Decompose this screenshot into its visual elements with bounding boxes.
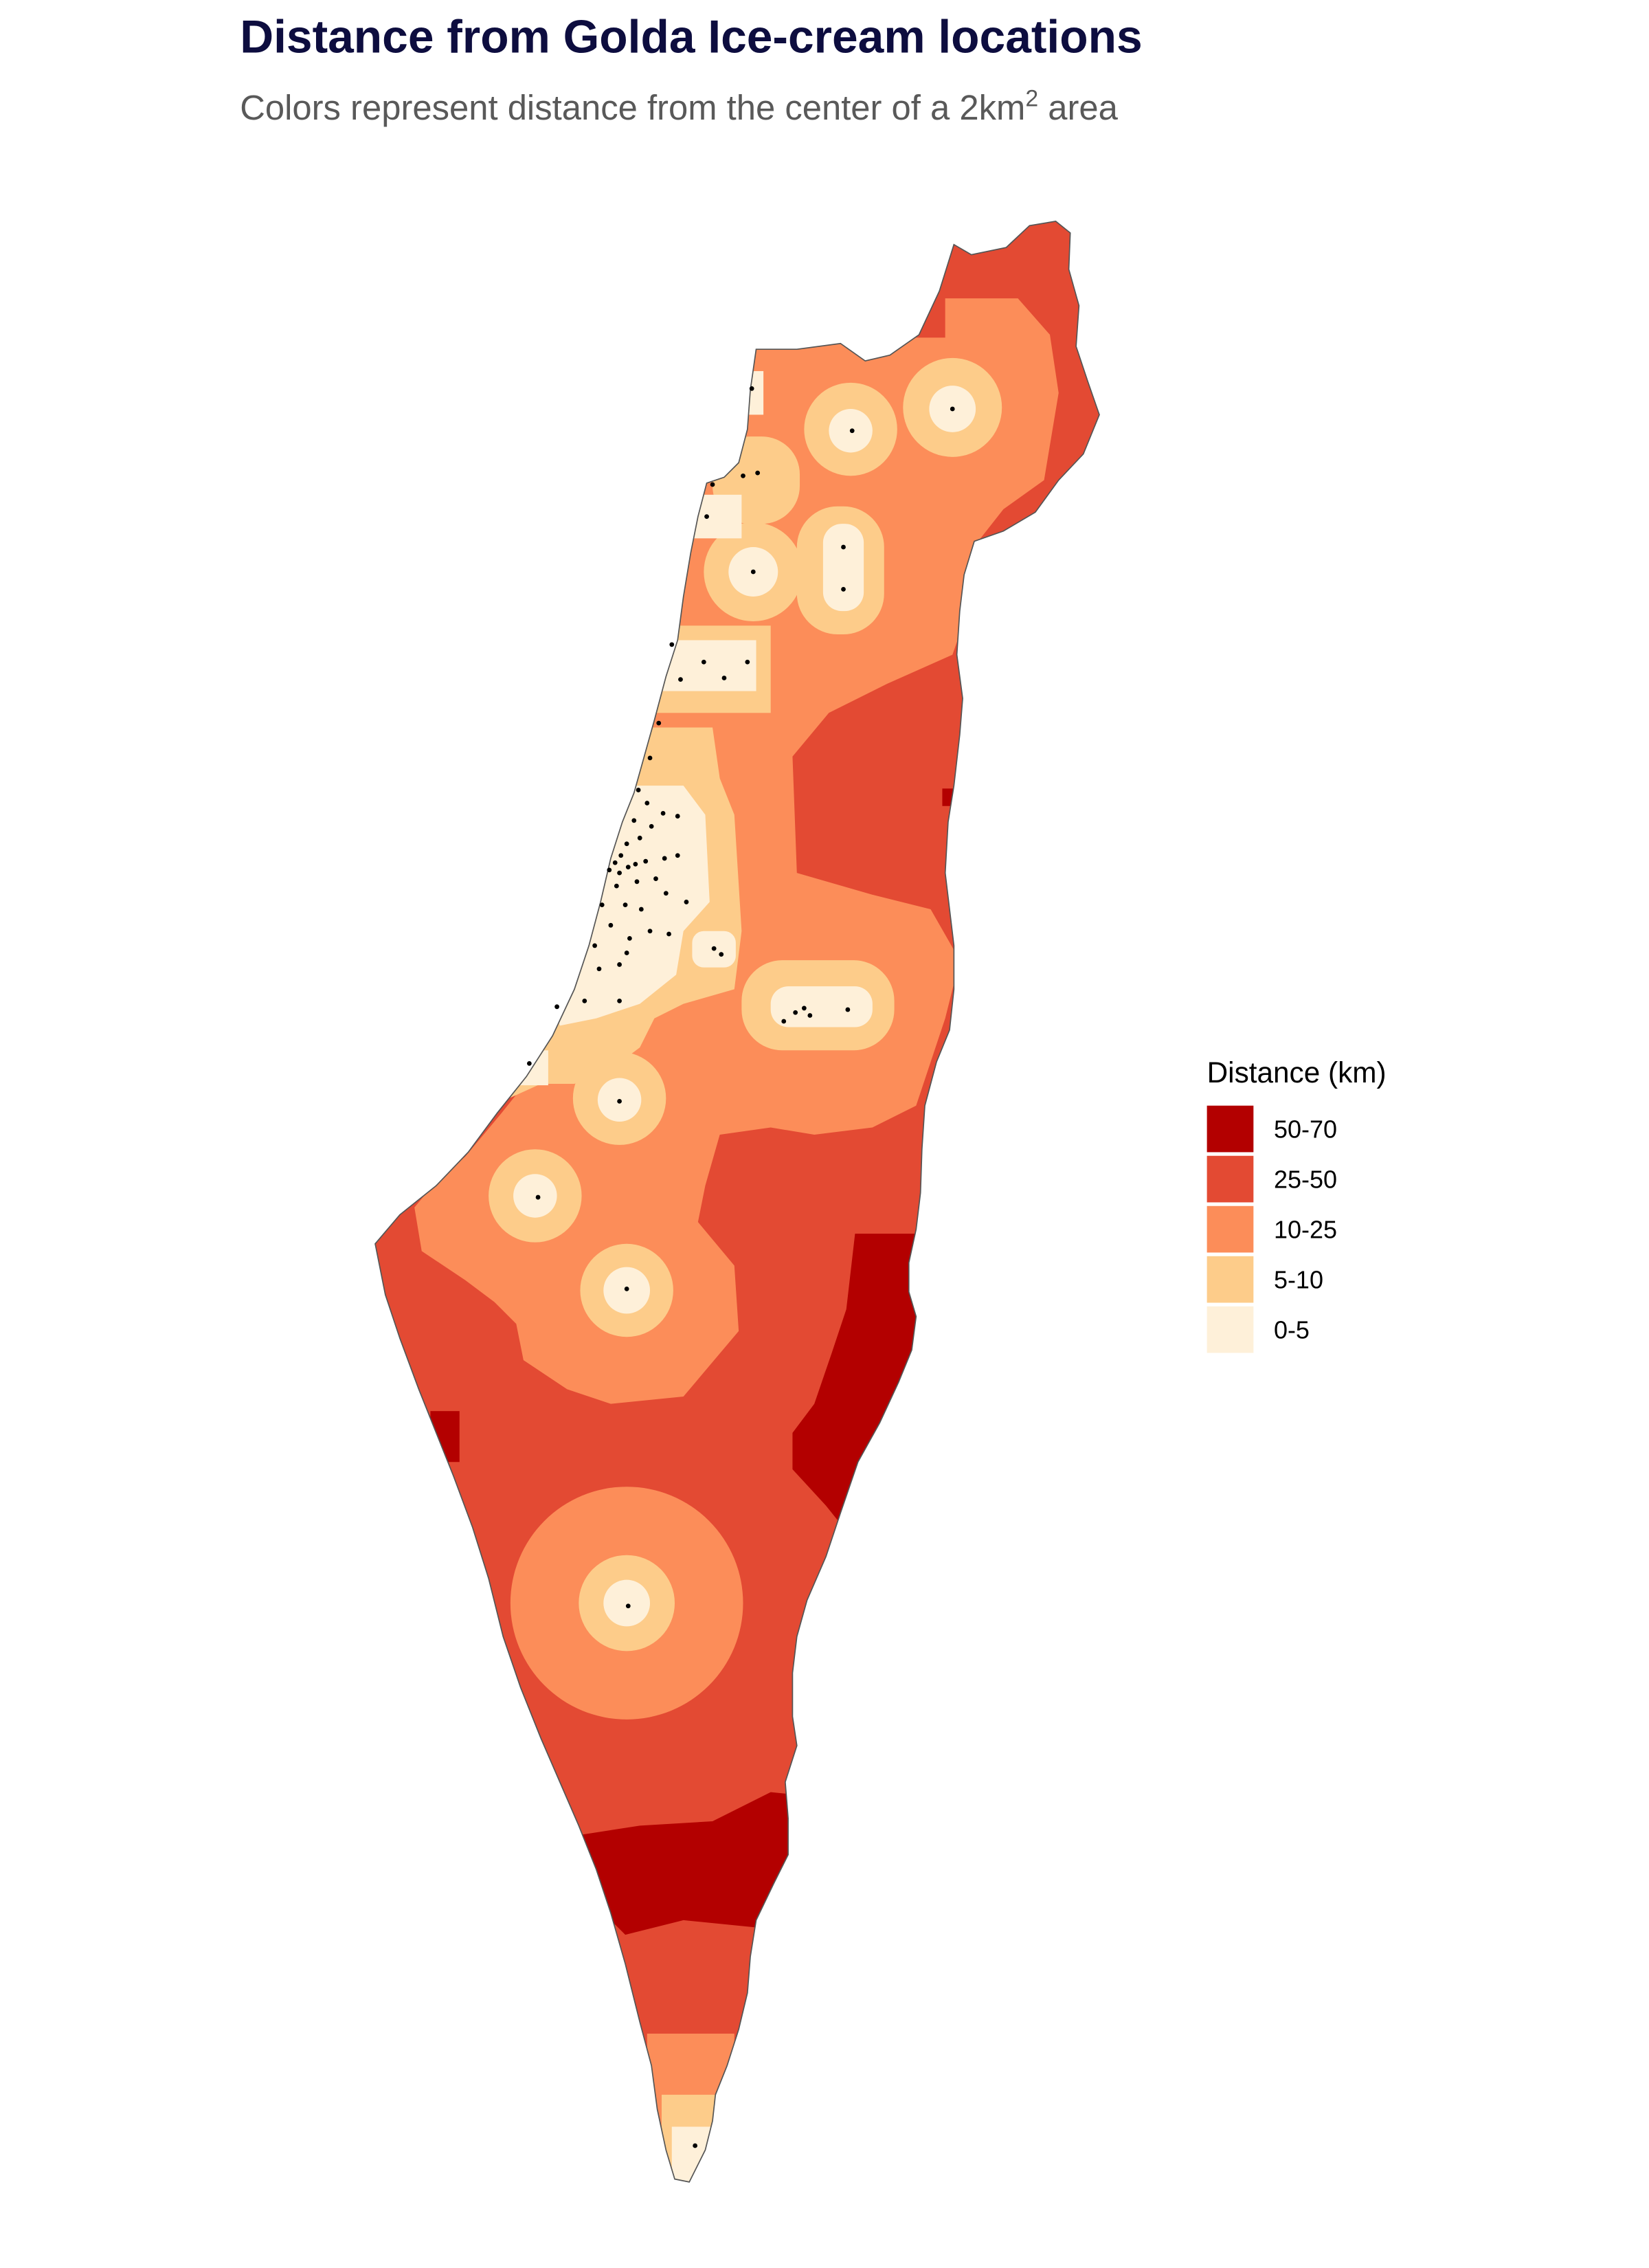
legend-swatch-25-50 (1207, 1155, 1254, 1203)
store-marker (638, 907, 644, 912)
store-marker (741, 473, 745, 478)
legend-label-5-10: 5-10 (1274, 1265, 1323, 1293)
store-marker (633, 862, 638, 867)
store-marker (617, 962, 622, 967)
store-marker (643, 858, 649, 864)
store-marker (662, 856, 667, 861)
store-marker (592, 943, 597, 948)
band-0-5-dimona-core (603, 1579, 651, 1627)
legend-swatch-0-5 (1207, 1306, 1254, 1353)
store-marker (631, 818, 637, 823)
store-marker (793, 1010, 798, 1015)
store-marker (614, 883, 619, 889)
store-marker (781, 1019, 787, 1024)
store-marker (554, 1004, 559, 1010)
store-marker (618, 853, 624, 858)
store-marker (599, 902, 605, 908)
store-marker (710, 482, 715, 487)
store-marker (950, 406, 955, 412)
legend: Distance (km) 50-70 25-50 10-25 5-10 0-5 (1207, 1056, 1387, 1353)
band-0-5-haifa-coast (683, 494, 742, 539)
store-marker (841, 587, 846, 592)
store-marker (624, 1287, 629, 1291)
store-marker (711, 946, 717, 951)
store-marker (666, 931, 671, 937)
store-marker (636, 788, 641, 792)
store-location-markers (526, 386, 955, 2148)
subtitle-end-text: area (1038, 88, 1119, 127)
store-marker (656, 720, 662, 726)
store-marker (627, 935, 632, 941)
store-marker (624, 841, 629, 847)
store-marker (745, 659, 750, 665)
legend-label-10-25: 10-25 (1274, 1215, 1337, 1243)
band-0-5-sderot-core (513, 1174, 557, 1218)
store-marker (678, 677, 683, 682)
map-subtitle: Colors represent distance from the cente… (240, 86, 1118, 127)
legend-items: 50-70 25-50 10-25 5-10 0-5 (1207, 1105, 1337, 1353)
country-outline (374, 221, 1100, 2183)
store-marker (675, 814, 680, 819)
store-marker (634, 879, 640, 885)
store-marker (617, 870, 622, 876)
store-marker (721, 676, 727, 680)
band-0-5-nazareth-core (822, 524, 864, 612)
store-marker (617, 998, 622, 1003)
map-title: Distance from Golda Ice-cream locations (240, 11, 1142, 63)
store-marker (526, 1060, 532, 1066)
store-marker (647, 929, 653, 934)
store-marker (607, 867, 612, 873)
store-marker (807, 1013, 813, 1018)
store-marker (647, 755, 653, 761)
store-marker (624, 950, 629, 955)
store-marker (535, 1194, 541, 1200)
distance-raster (375, 221, 1099, 2182)
store-marker (801, 1005, 807, 1011)
store-marker (841, 544, 846, 550)
store-marker (849, 428, 855, 434)
store-marker (653, 876, 658, 881)
store-marker (684, 900, 689, 904)
band-0-5-gush-dan (552, 786, 710, 1026)
store-marker (701, 659, 706, 665)
store-marker (622, 902, 628, 908)
legend-swatch-5-10 (1207, 1256, 1254, 1303)
store-marker (663, 891, 669, 896)
store-marker (649, 823, 654, 829)
store-marker (582, 998, 587, 1003)
store-marker (749, 386, 754, 391)
store-marker (669, 642, 675, 647)
legend-title: Distance (km) (1207, 1056, 1387, 1089)
band-50-70-south (574, 1792, 815, 1935)
store-marker (625, 865, 631, 870)
legend-swatch-10-25 (1207, 1205, 1254, 1253)
band-0-5-hadera (661, 640, 756, 691)
band-0-5-jerusalem-core (770, 986, 873, 1027)
store-marker (625, 1603, 631, 1609)
store-marker (755, 470, 761, 476)
store-marker (719, 952, 724, 957)
store-marker (608, 922, 614, 928)
store-marker (750, 569, 756, 575)
legend-label-0-5: 0-5 (1274, 1315, 1310, 1344)
store-marker (693, 2143, 698, 2148)
store-marker (637, 835, 642, 841)
store-marker (596, 966, 602, 972)
subtitle-superscript: 2 (1025, 86, 1038, 112)
band-0-5-eilat-core (671, 2126, 713, 2182)
store-marker (845, 1007, 851, 1012)
legend-label-25-50: 25-50 (1274, 1165, 1337, 1193)
legend-label-50-70: 50-70 (1274, 1115, 1337, 1143)
store-marker (617, 1098, 622, 1104)
subtitle-main-text: Colors represent distance from the cente… (240, 88, 1025, 127)
store-marker (644, 801, 650, 805)
store-marker (704, 514, 709, 519)
store-marker (660, 810, 666, 816)
store-marker (612, 860, 618, 865)
legend-swatch-50-70 (1207, 1105, 1254, 1153)
store-marker (675, 853, 680, 858)
